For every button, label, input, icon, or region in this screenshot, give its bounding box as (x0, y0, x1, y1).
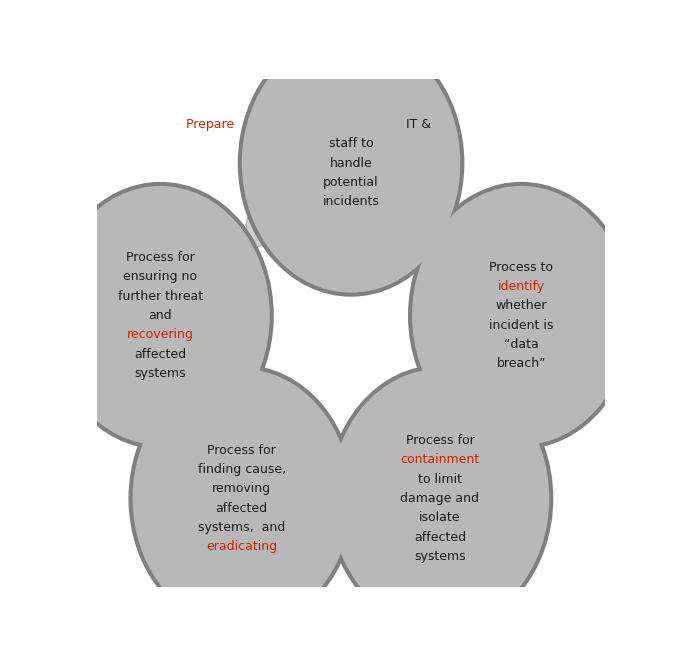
Text: potential: potential (323, 176, 379, 189)
Text: Prepare: Prepare (186, 118, 238, 131)
Text: damage and: damage and (401, 492, 479, 505)
FancyArrow shape (180, 381, 222, 432)
Text: “data: “data (504, 338, 538, 351)
FancyArrow shape (460, 382, 501, 433)
Ellipse shape (408, 182, 634, 449)
Ellipse shape (327, 365, 553, 632)
Ellipse shape (47, 182, 274, 449)
Text: systems,  and: systems, and (198, 521, 286, 534)
Text: handle: handle (329, 156, 373, 170)
Text: removing: removing (212, 482, 271, 495)
Text: incident is: incident is (489, 319, 553, 332)
Text: recovering: recovering (127, 328, 194, 341)
Text: Process for: Process for (406, 434, 475, 447)
Text: affected: affected (134, 348, 186, 360)
Text: isolate: isolate (419, 512, 461, 524)
Ellipse shape (331, 369, 549, 628)
Text: whether: whether (495, 300, 547, 312)
Text: to limit: to limit (418, 473, 462, 486)
Text: and: and (149, 309, 173, 322)
FancyArrow shape (410, 231, 446, 263)
FancyArrow shape (323, 478, 349, 519)
Ellipse shape (238, 30, 464, 297)
FancyArrow shape (238, 216, 267, 256)
Ellipse shape (129, 365, 355, 632)
Text: affected: affected (216, 502, 268, 515)
Text: staff to: staff to (329, 137, 373, 150)
Text: eradicating: eradicating (206, 541, 277, 553)
Text: Process for: Process for (208, 444, 276, 457)
Text: incidents: incidents (323, 195, 379, 208)
Text: affected: affected (414, 531, 466, 544)
Ellipse shape (412, 186, 631, 445)
Ellipse shape (51, 186, 270, 445)
Text: IT &: IT & (406, 118, 431, 131)
Text: further threat: further threat (118, 290, 203, 303)
Text: finding cause,: finding cause, (198, 463, 286, 476)
Text: systems: systems (414, 550, 466, 563)
Text: containment: containment (401, 453, 479, 467)
Text: systems: systems (135, 367, 186, 380)
Text: Process for: Process for (126, 251, 195, 264)
Text: breach”: breach” (497, 357, 546, 370)
Text: identify: identify (498, 280, 545, 293)
Text: ensuring no: ensuring no (123, 271, 197, 283)
Text: Process to: Process to (489, 261, 553, 274)
Ellipse shape (242, 34, 460, 292)
Ellipse shape (132, 369, 351, 628)
